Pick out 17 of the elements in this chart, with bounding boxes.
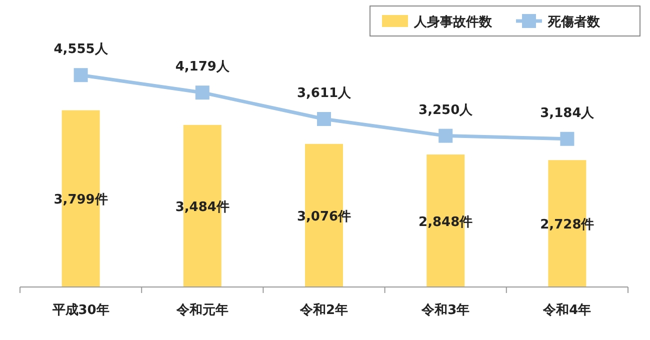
data-label: 3,184人 [540,106,596,121]
data-label: 3,611人 [296,86,352,102]
x-tick-label: 令和元年 [175,302,228,318]
x-tick-label: 令和3年 [420,302,470,318]
x-tick-label: 平成30年 [51,303,110,318]
point [195,86,210,100]
point [74,68,88,82]
data-label: 4,179人 [175,60,230,75]
data-label: 4,555人 [54,42,109,58]
x-tick-label: 令和4年 [542,302,592,318]
legend-label: 人身事故件数 [413,15,493,30]
legend-label: 死傷者数 [547,15,601,30]
point [560,132,574,146]
data-label: 3,250人 [418,102,474,118]
x-tick-label: 令和2年 [298,302,348,318]
point [317,112,331,126]
point [438,128,453,143]
